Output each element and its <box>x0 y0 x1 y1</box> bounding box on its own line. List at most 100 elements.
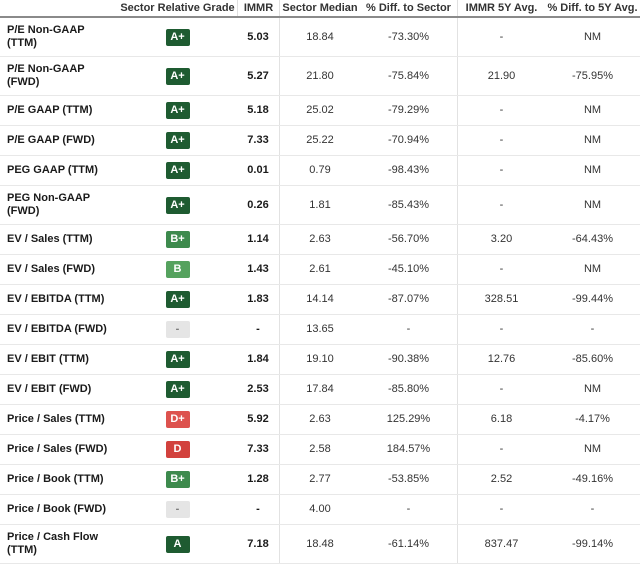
grade-cell: B+ <box>118 465 237 494</box>
col-header-sector-relative-grade: Sector Relative Grade <box>120 2 235 14</box>
diff-to-sector-value: -79.29% <box>388 104 429 116</box>
diff-to-5y-avg-value: NM <box>583 443 602 455</box>
immr-5y-avg-value: - <box>457 186 545 224</box>
table-body: P/E Non-GAAP (TTM) A+ 5.03 18.84 -73.30%… <box>0 18 640 564</box>
table-row: EV / EBITDA (TTM) A+ 1.83 14.14 -87.07% … <box>0 285 640 315</box>
sector-median-value: 18.48 <box>306 537 334 550</box>
table-row: P/E Non-GAAP (TTM) A+ 5.03 18.84 -73.30%… <box>0 18 640 57</box>
grade-cell: D+ <box>118 405 237 434</box>
immr-value: 5.18 <box>237 96 280 125</box>
sector-median-value: 17.84 <box>306 383 334 395</box>
table-row: Price / Cash Flow (TTM) A 7.18 18.48 -61… <box>0 525 640 564</box>
metric-label: P/E GAAP (TTM) <box>7 104 93 116</box>
diff-to-sector-value: -61.14% <box>388 537 429 550</box>
grade-cell: D <box>118 435 237 464</box>
immr-5y-avg-value: 6.18 <box>457 405 545 434</box>
sector-median-value: 1.81 <box>309 198 331 211</box>
grade-cell: A+ <box>118 285 237 314</box>
grade-badge: A+ <box>165 132 190 149</box>
diff-to-5y-avg-value: -99.14% <box>572 537 613 550</box>
immr-5y-avg-value: 21.90 <box>457 57 545 95</box>
diff-to-sector-value: -90.38% <box>388 353 429 365</box>
grade-badge: A+ <box>165 162 190 179</box>
immr-value: - <box>237 495 280 524</box>
table-row: EV / Sales (TTM) B+ 1.14 2.63 -56.70% 3.… <box>0 225 640 255</box>
immr-5y-avg-value: 2.52 <box>457 465 545 494</box>
immr-5y-avg-value: 3.20 <box>457 225 545 254</box>
diff-to-sector-value: -85.80% <box>388 383 429 395</box>
grade-badge: A+ <box>165 102 190 119</box>
grade-cell: A+ <box>118 156 237 185</box>
grade-cell: A+ <box>118 186 237 224</box>
col-header-metric <box>0 0 118 16</box>
grade-cell: A <box>118 525 237 563</box>
diff-to-sector-value: -75.84% <box>388 69 429 82</box>
diff-to-sector-value: 125.29% <box>386 413 431 425</box>
table-row: EV / EBIT (FWD) A+ 2.53 17.84 -85.80% - … <box>0 375 640 405</box>
immr-value: 2.53 <box>237 375 280 404</box>
grade-cell: A+ <box>118 96 237 125</box>
grade-badge: A+ <box>165 291 190 308</box>
sector-median-value: 2.63 <box>309 233 331 245</box>
immr-value: - <box>237 315 280 344</box>
table-row: P/E GAAP (TTM) A+ 5.18 25.02 -79.29% - N… <box>0 96 640 126</box>
diff-to-5y-avg-value: -64.43% <box>572 233 613 245</box>
grade-cell: A+ <box>118 375 237 404</box>
diff-to-sector-value: -85.43% <box>388 198 429 211</box>
immr-value: 1.14 <box>237 225 280 254</box>
diff-to-5y-avg-value: NM <box>583 164 602 176</box>
metric-label: P/E Non-GAAP (TTM) <box>7 24 85 49</box>
immr-5y-avg-value: - <box>457 255 545 284</box>
sector-median-value: 25.02 <box>306 104 334 116</box>
diff-to-5y-avg-value: NM <box>583 198 602 211</box>
immr-value: 0.01 <box>237 156 280 185</box>
immr-value: 1.43 <box>237 255 280 284</box>
diff-to-sector-value: - <box>406 503 411 515</box>
sector-median-value: 2.63 <box>309 413 331 425</box>
sector-median-value: 2.58 <box>309 443 331 455</box>
table-row: P/E Non-GAAP (FWD) A+ 5.27 21.80 -75.84%… <box>0 57 640 96</box>
diff-to-5y-avg-value: -4.17% <box>575 413 610 425</box>
metric-label: P/E Non-GAAP (FWD) <box>7 63 85 88</box>
diff-to-sector-value: -53.85% <box>388 473 429 485</box>
grade-badge: D+ <box>165 411 190 428</box>
grade-badge: - <box>165 501 190 518</box>
grade-badge: A+ <box>165 351 190 368</box>
grade-badge: B <box>165 261 190 278</box>
metric-label: PEG GAAP (TTM) <box>7 164 98 176</box>
col-header-diff-to-sector: % Diff. to Sector <box>366 2 451 14</box>
metric-label: EV / EBITDA (FWD) <box>7 323 107 335</box>
table-row: Price / Sales (FWD) D 7.33 2.58 184.57% … <box>0 435 640 465</box>
grade-badge: - <box>165 321 190 338</box>
immr-5y-avg-value: 837.47 <box>457 525 545 563</box>
table-row: Price / Book (TTM) B+ 1.28 2.77 -53.85% … <box>0 465 640 495</box>
diff-to-5y-avg-value: -85.60% <box>572 353 613 365</box>
table-row: PEG GAAP (TTM) A+ 0.01 0.79 -98.43% - NM <box>0 156 640 186</box>
diff-to-sector-value: -56.70% <box>388 233 429 245</box>
immr-5y-avg-value: 12.76 <box>457 345 545 374</box>
diff-to-sector-value: -87.07% <box>388 293 429 305</box>
col-header-immr-5y-avg: IMMR 5Y Avg. <box>457 0 545 16</box>
immr-value: 7.18 <box>237 525 280 563</box>
diff-to-5y-avg-value: NM <box>583 104 602 116</box>
metric-label: Price / Book (TTM) <box>7 473 104 485</box>
metric-label: EV / EBIT (TTM) <box>7 353 89 365</box>
sector-median-value: 4.00 <box>309 503 331 515</box>
metric-label: Price / Sales (TTM) <box>7 413 105 425</box>
immr-5y-avg-value: - <box>457 156 545 185</box>
sector-median-value: 14.14 <box>306 293 334 305</box>
grade-cell: B+ <box>118 225 237 254</box>
col-header-immr: IMMR <box>237 0 280 16</box>
table-row: Price / Sales (TTM) D+ 5.92 2.63 125.29%… <box>0 405 640 435</box>
metric-label: EV / EBITDA (TTM) <box>7 293 105 305</box>
table-row: EV / EBITDA (FWD) - - 13.65 - - - <box>0 315 640 345</box>
metric-label: Price / Book (FWD) <box>7 503 107 515</box>
sector-median-value: 2.77 <box>309 473 331 485</box>
immr-5y-avg-value: - <box>457 315 545 344</box>
immr-5y-avg-value: - <box>457 495 545 524</box>
metric-label: EV / EBIT (FWD) <box>7 383 92 395</box>
immr-value: 0.26 <box>237 186 280 224</box>
grade-cell: B <box>118 255 237 284</box>
sector-median-value: 19.10 <box>306 353 334 365</box>
